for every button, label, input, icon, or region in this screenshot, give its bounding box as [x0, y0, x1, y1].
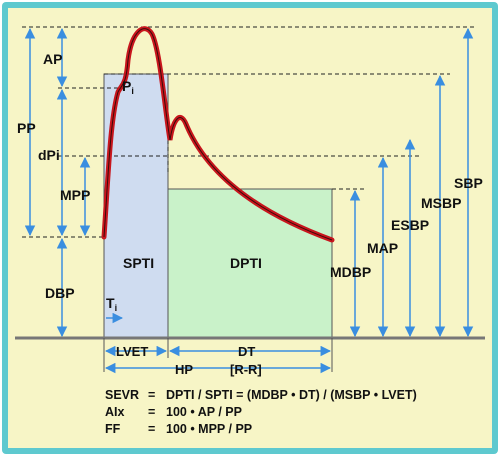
formula-aix-expr: 100 • AP / PP [166, 405, 242, 419]
formula-aix-name: AIx [105, 405, 125, 419]
right-arrows [349, 27, 474, 338]
spti-label: SPTI [123, 255, 154, 271]
mdbp-label: MDBP [330, 264, 371, 280]
map-label: MAP [367, 240, 398, 256]
rr-label: [R-R] [230, 362, 262, 377]
esbp-label: ESBP [391, 217, 429, 233]
ti-label-main: T [106, 295, 115, 311]
formula-sevr-eq: = [148, 388, 155, 402]
pi-label-sub: i [131, 86, 134, 96]
mpp-label: MPP [60, 187, 90, 203]
lvet-label: LVET [116, 344, 148, 359]
diastolic-region [167, 188, 333, 338]
left-arrows [24, 27, 91, 338]
dpti-label: DPTI [230, 255, 262, 271]
pp-label: PP [17, 120, 36, 136]
pressure-waveform-outline [103, 28, 333, 241]
ti-label: Ti [106, 295, 117, 313]
pi-label-main: P [122, 78, 131, 94]
formula-aix-eq: = [148, 405, 155, 419]
formula-sevr-expr: DPTI / SPTI = (MDBP • DT) / (MSBP • LVET… [166, 388, 417, 402]
formulas: SEVR = DPTI / SPTI = (MDBP • DT) / (MSBP… [105, 388, 417, 436]
dpi-label: dPi [38, 147, 60, 163]
formula-aix: AIx = 100 • AP / PP [105, 405, 242, 419]
dt-label: DT [238, 344, 255, 359]
formula-ff-eq: = [148, 422, 155, 436]
hp-label: HP [175, 362, 193, 377]
dbp-label: DBP [45, 285, 75, 301]
pi-label: Pi [122, 78, 134, 96]
formula-ff: FF = 100 • MPP / PP [105, 422, 252, 436]
ti-label-sub: i [115, 303, 118, 313]
formula-ff-name: FF [105, 422, 121, 436]
ap-label: AP [43, 51, 62, 67]
time-arrows [104, 312, 332, 374]
formula-sevr: SEVR = DPTI / SPTI = (MDBP • DT) / (MSBP… [105, 388, 417, 402]
formula-ff-expr: 100 • MPP / PP [166, 422, 252, 436]
formula-sevr-name: SEVR [105, 388, 139, 402]
sbp-label: SBP [454, 175, 483, 191]
time-ticks [103, 338, 333, 372]
msbp-label: MSBP [421, 195, 461, 211]
